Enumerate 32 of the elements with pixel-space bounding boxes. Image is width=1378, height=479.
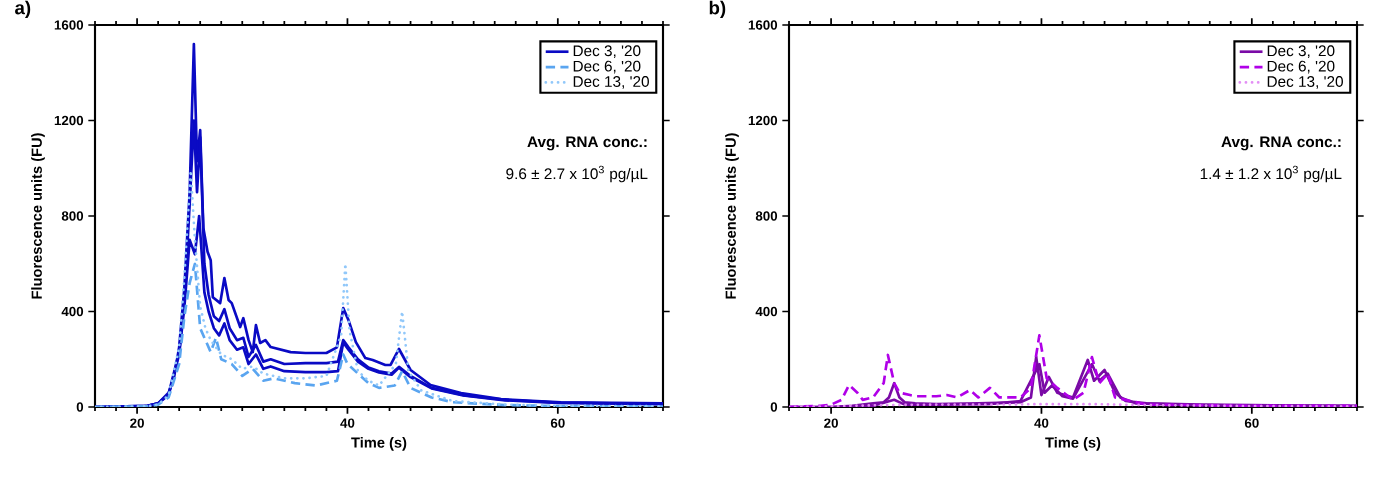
y-tick-label: 1200 xyxy=(54,115,84,126)
legend-label: Dec 6, '20 xyxy=(1267,60,1335,74)
annotation: 1.4 ± 1.2 x 10$^{3}$ pg/µL xyxy=(1200,165,1342,183)
chart-title: a) xyxy=(15,0,31,19)
legend-label: Dec 13, '20 xyxy=(1267,76,1343,89)
y-tick-label: 1600 xyxy=(748,20,778,30)
x-tick-label: 60 xyxy=(550,418,565,428)
y-tick-label: 400 xyxy=(755,306,778,317)
x-tick-label: 60 xyxy=(1244,418,1259,428)
y-tick-label: 0 xyxy=(76,402,84,412)
legend-label: Dec 3, '20 xyxy=(1267,45,1335,59)
y-tick-label: 800 xyxy=(61,211,84,221)
annotation: Avg. RNA conc.: xyxy=(527,136,647,151)
y-tick-label: 1600 xyxy=(54,20,84,30)
y-tick-label: 0 xyxy=(770,402,778,412)
x-tick-label: 40 xyxy=(1034,418,1049,428)
legend-label: Dec 6, '20 xyxy=(573,60,641,74)
x-axis-title: Time (s) xyxy=(351,436,407,451)
y-axis-title: Fluorescence units (FU) xyxy=(31,133,45,299)
x-tick-label: 20 xyxy=(824,418,838,428)
x-tick-label: 40 xyxy=(340,418,355,428)
y-axis-title: Fluorescence units (FU) xyxy=(725,133,739,299)
legend-label: Dec 3, '20 xyxy=(573,45,641,59)
chart-title: b) xyxy=(709,0,726,19)
x-axis-title: Time (s) xyxy=(1045,436,1101,451)
annotation: Avg. RNA conc.: xyxy=(1221,136,1341,151)
y-tick-label: 400 xyxy=(61,306,84,317)
x-tick-label: 20 xyxy=(130,418,144,428)
y-tick-label: 800 xyxy=(755,211,778,221)
annotation: 9.6 ± 2.7 x 10$^{3}$ pg/µL xyxy=(506,165,648,183)
legend-label: Dec 13, '20 xyxy=(573,76,649,89)
y-tick-label: 1200 xyxy=(748,115,778,126)
